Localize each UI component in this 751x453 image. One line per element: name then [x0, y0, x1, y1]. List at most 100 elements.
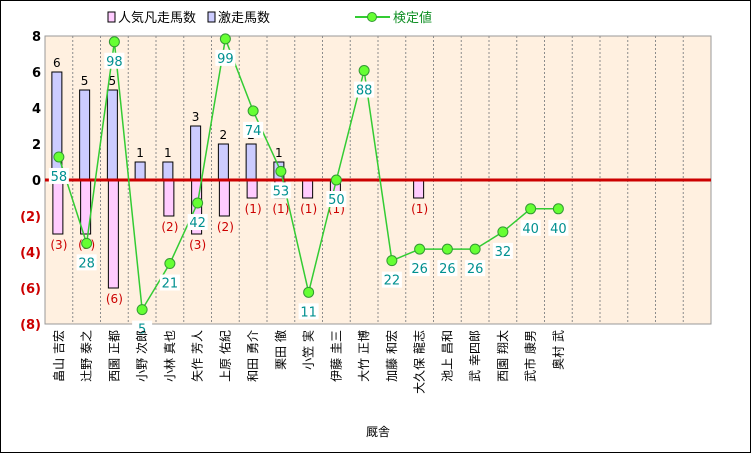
legend-label-gekisou: 激走馬数	[218, 11, 270, 26]
bar-label-gekisou: 2	[220, 128, 228, 142]
kentei-marker	[81, 237, 93, 249]
x-tick-label: 大久保 龍志	[412, 330, 427, 394]
value-label: 26	[467, 262, 484, 277]
value-label-box	[187, 214, 208, 231]
y-tick-label: (8)	[20, 318, 41, 333]
bar-popular	[52, 179, 64, 235]
x-tick-label: 西園 翔太	[495, 330, 510, 382]
kentei-marker	[497, 226, 509, 238]
y-tick-label: 0	[32, 174, 41, 189]
value-label: 98	[106, 55, 123, 70]
bar-label-popular: (6)	[106, 292, 123, 306]
x-tick-label: 小林 真也	[163, 330, 177, 382]
legend-label-popular: 人気凡走馬数	[118, 10, 196, 26]
value-label: 21	[162, 277, 179, 292]
kentei-marker	[219, 33, 231, 45]
value-label-box	[76, 254, 97, 271]
y-tick-label: (2)	[20, 210, 41, 225]
bar-label-popular: (3)	[189, 238, 206, 252]
kentei-marker	[469, 243, 481, 255]
value-label: 26	[411, 262, 428, 277]
x-tick-label: 伊藤 圭三	[329, 330, 343, 382]
value-label-box	[437, 260, 458, 277]
bar-label-gekisou: 1	[164, 146, 172, 160]
kentei-marker	[330, 174, 342, 186]
bar-popular	[107, 179, 119, 289]
x-tick-label: 池上 昌和	[440, 330, 454, 382]
y-tick-label: 4	[32, 102, 41, 117]
legend-marker-kentei	[367, 12, 377, 22]
kentei-marker	[192, 197, 204, 209]
bar-popular	[218, 179, 230, 217]
bar-label-gekisou: 5	[109, 74, 117, 88]
kentei-marker	[247, 105, 259, 117]
y-tick-label: 6	[32, 66, 41, 81]
value-label-box	[243, 121, 264, 138]
legend: 人気凡走馬数 激走馬数 検定値	[107, 10, 432, 26]
bar-label-popular: (2)	[217, 220, 234, 234]
x-tick-label: 小笠 実	[301, 330, 316, 370]
value-label: 58	[51, 170, 68, 185]
value-label: 22	[384, 274, 401, 289]
kentei-marker	[108, 36, 120, 48]
value-label-box	[159, 274, 180, 291]
value-label: 32	[495, 245, 512, 260]
x-tick-label: 畠山 吉宏	[51, 330, 66, 382]
y-axis-ticks: 8 6 4 2 0 (2) (4) (6) (8)	[20, 30, 41, 333]
x-tick-label: 武 幸四郎	[468, 330, 482, 382]
bar-label-gekisou: 6	[53, 56, 61, 70]
value-label: 40	[550, 222, 567, 237]
bar-popular	[163, 179, 175, 217]
bar-label-popular: (1)	[245, 202, 262, 216]
value-label-box	[326, 191, 347, 207]
value-label-box	[48, 167, 69, 184]
bar-gekisou	[217, 143, 229, 181]
value-label-box	[492, 242, 513, 259]
bar-label-gekisou: 3	[192, 110, 200, 124]
x-tick-label: 武市 康男	[523, 330, 538, 382]
x-tick-label: 栗田 徹	[273, 330, 288, 370]
x-tick-label: 矢作 芳人	[191, 330, 205, 382]
value-label-box	[354, 81, 375, 98]
x-tick-label: 西園 正都	[107, 330, 121, 382]
kentei-marker	[441, 243, 453, 255]
bar-popular	[246, 179, 258, 199]
value-label-box	[298, 303, 319, 320]
value-label-box	[409, 260, 430, 277]
bar-label-popular: (1)	[272, 202, 289, 216]
bar-label-popular: (1)	[411, 202, 428, 216]
kentei-marker	[136, 304, 148, 316]
y-tick-label: 2	[32, 138, 41, 153]
y-tick-label: (6)	[20, 282, 41, 297]
x-tick-label: 奥村 武	[551, 330, 565, 370]
value-label: 40	[522, 222, 539, 237]
legend-swatch-gekisou	[207, 11, 216, 23]
value-label-box	[548, 219, 569, 236]
y-tick-label: 8	[32, 30, 41, 45]
bar-gekisou	[190, 125, 202, 181]
bar-label-gekisou: 1	[136, 146, 144, 160]
bar-gekisou	[245, 143, 257, 181]
bar-label-popular: (1)	[300, 202, 317, 216]
bar-gekisou	[106, 89, 118, 181]
bar-gekisou	[134, 161, 146, 181]
value-label-box	[465, 260, 486, 277]
value-label: 42	[189, 216, 206, 231]
bar-popular	[413, 179, 425, 199]
bar-label-popular: (2)	[161, 220, 178, 234]
x-axis-title: 厩舎	[366, 425, 390, 439]
bar-label-gekisou: 5	[81, 74, 89, 88]
y-tick-label: (4)	[20, 246, 41, 261]
bar-gekisou	[162, 161, 174, 181]
bar-gekisou	[79, 89, 91, 181]
value-label: 74	[245, 124, 262, 139]
kentei-marker	[164, 258, 176, 270]
value-label: 28	[78, 256, 95, 271]
value-label-box	[381, 271, 402, 288]
kentei-marker	[414, 243, 426, 255]
legend-swatch-popular	[107, 11, 116, 23]
value-label: 88	[356, 84, 373, 99]
bar-label-popular: (3)	[50, 238, 67, 252]
